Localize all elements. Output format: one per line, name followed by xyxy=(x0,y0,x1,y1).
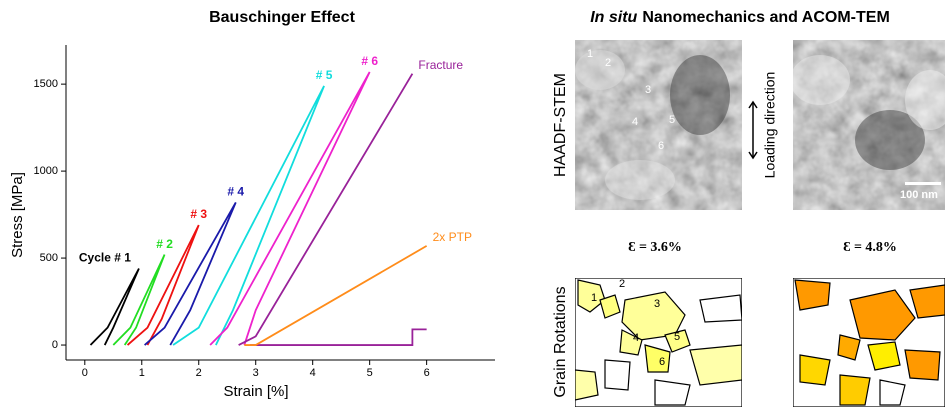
strain-label: Ɛ = 4.8% xyxy=(843,240,897,255)
y-tick-label: 0 xyxy=(52,339,58,351)
x-tick-label: 2 xyxy=(196,367,202,379)
y-tick-label: 1000 xyxy=(34,165,58,177)
series-label: Fracture xyxy=(418,58,463,72)
haadf-image-1 xyxy=(575,40,742,210)
x-tick-label: 0 xyxy=(82,367,88,379)
series-label: # 5 xyxy=(316,68,333,82)
chart-title: Bauschinger Effect xyxy=(209,9,355,26)
x-tick-label: 1 xyxy=(139,367,145,379)
x-axis-label: Strain [%] xyxy=(223,383,288,400)
series-label: Cycle # 1 xyxy=(79,251,131,265)
image-marker: 4 xyxy=(632,116,638,128)
row-label: HAADF-STEM xyxy=(552,73,569,177)
image-marker: 3 xyxy=(645,84,651,96)
loading-arrow xyxy=(749,102,757,158)
image-marker: 4 xyxy=(633,332,639,344)
image-marker: 6 xyxy=(659,356,665,368)
x-tick-label: 4 xyxy=(310,367,316,379)
image-marker: 1 xyxy=(591,292,597,304)
series-label: # 4 xyxy=(227,185,244,199)
series-label: # 6 xyxy=(361,54,378,68)
row-label: Grain Rotations xyxy=(552,286,569,397)
series-label: # 2 xyxy=(156,237,173,251)
grain-map-2 xyxy=(793,278,945,407)
image-marker: 6 xyxy=(658,140,664,152)
image-marker: 2 xyxy=(619,278,625,290)
x-tick-label: 6 xyxy=(424,367,430,379)
loading-direction-label: Loading direction xyxy=(762,72,778,179)
figure: Bauschinger Effect Strain [%] Stress [MP… xyxy=(0,0,945,407)
x-tick-label: 5 xyxy=(367,367,373,379)
series-label: # 3 xyxy=(190,207,207,221)
panel-title: In situ Nanomechanics and ACOM-TEM xyxy=(590,9,890,26)
image-marker: 5 xyxy=(674,331,680,343)
image-marker: 1 xyxy=(587,48,593,60)
x-tick-label: 3 xyxy=(253,367,259,379)
image-marker: 2 xyxy=(605,57,611,69)
image-marker: 5 xyxy=(669,114,675,126)
scale-bar-label: 100 nm xyxy=(900,189,938,201)
strain-label: Ɛ = 3.6% xyxy=(628,240,682,255)
data-line xyxy=(239,74,427,345)
panel-title-rest: Nanomechanics and ACOM-TEM xyxy=(642,9,889,26)
y-tick-label: 500 xyxy=(40,252,58,264)
series-label: 2x PTP xyxy=(433,230,472,244)
y-tick-label: 1500 xyxy=(34,78,58,90)
data-line xyxy=(244,246,426,345)
image-marker: 3 xyxy=(654,298,660,310)
haadf-image-2: 100 nm xyxy=(790,40,945,210)
data-line xyxy=(113,255,164,345)
panel-title-italic: In situ xyxy=(590,9,637,26)
y-axis-label: Stress [MPa] xyxy=(9,172,26,258)
